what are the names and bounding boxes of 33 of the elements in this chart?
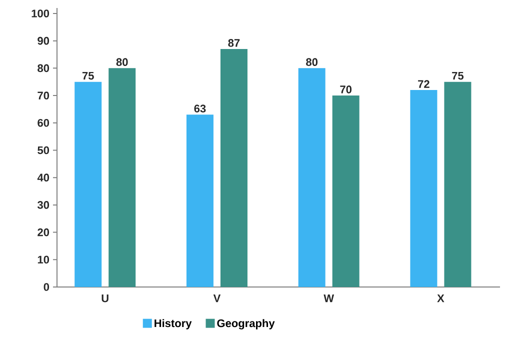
- y-tick-label: 40: [37, 174, 50, 182]
- y-tick-label: 70: [38, 92, 50, 100]
- x-tick-label: X: [437, 294, 444, 302]
- y-tick-label: 60: [38, 118, 50, 127]
- bar: [298, 68, 326, 287]
- data-label: 75: [452, 72, 464, 80]
- y-tick-label: 20: [38, 228, 50, 236]
- y-tick-label: 80: [38, 64, 50, 72]
- x-tick-label: V: [213, 294, 221, 302]
- y-tick-label: 50: [38, 146, 50, 154]
- y-tick-label: 100: [32, 10, 50, 18]
- data-label: 80: [306, 58, 318, 66]
- x-tick-label: W: [324, 294, 334, 302]
- legend-label: History: [154, 319, 192, 330]
- data-label: 75: [82, 72, 94, 80]
- bar: [186, 114, 214, 287]
- bar: [444, 82, 472, 287]
- bar: [332, 96, 360, 287]
- data-label: 80: [116, 58, 128, 66]
- bar: [220, 49, 248, 287]
- data-label: 87: [228, 39, 240, 47]
- y-tick-label: 90: [38, 36, 50, 45]
- y-tick-label: 10: [38, 256, 50, 264]
- bar: [410, 90, 438, 287]
- data-label: 72: [418, 80, 430, 88]
- x-tick-label: U: [102, 294, 108, 302]
- bar: [74, 82, 102, 287]
- bar: [108, 68, 136, 287]
- legend-label: Geography: [217, 319, 275, 330]
- data-label: 70: [340, 86, 352, 94]
- y-tick-label: 0: [44, 283, 50, 291]
- data-label: 63: [194, 104, 206, 112]
- y-tick-label: 30: [37, 201, 50, 209]
